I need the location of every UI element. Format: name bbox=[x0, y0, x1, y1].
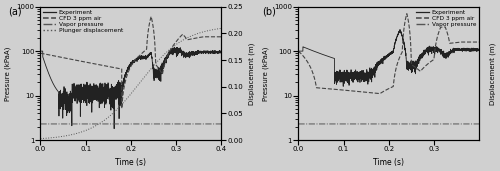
Text: (a): (a) bbox=[8, 7, 22, 17]
Legend: Experiment, CFD 3 ppm air, Vapor pressure, Plunger displacement: Experiment, CFD 3 ppm air, Vapor pressur… bbox=[42, 8, 124, 34]
Text: (b): (b) bbox=[262, 7, 276, 17]
X-axis label: Time (s): Time (s) bbox=[373, 158, 404, 167]
X-axis label: Time (s): Time (s) bbox=[116, 158, 146, 167]
Y-axis label: Displacement (m): Displacement (m) bbox=[490, 42, 496, 104]
Y-axis label: Pressure (kPaA): Pressure (kPaA) bbox=[262, 46, 268, 101]
Legend: Experiment, CFD 3 ppm air, Vapor pressure: Experiment, CFD 3 ppm air, Vapor pressur… bbox=[416, 8, 478, 28]
Y-axis label: Pressure (kPaA): Pressure (kPaA) bbox=[4, 46, 10, 101]
Y-axis label: Displacement (m): Displacement (m) bbox=[248, 42, 255, 104]
